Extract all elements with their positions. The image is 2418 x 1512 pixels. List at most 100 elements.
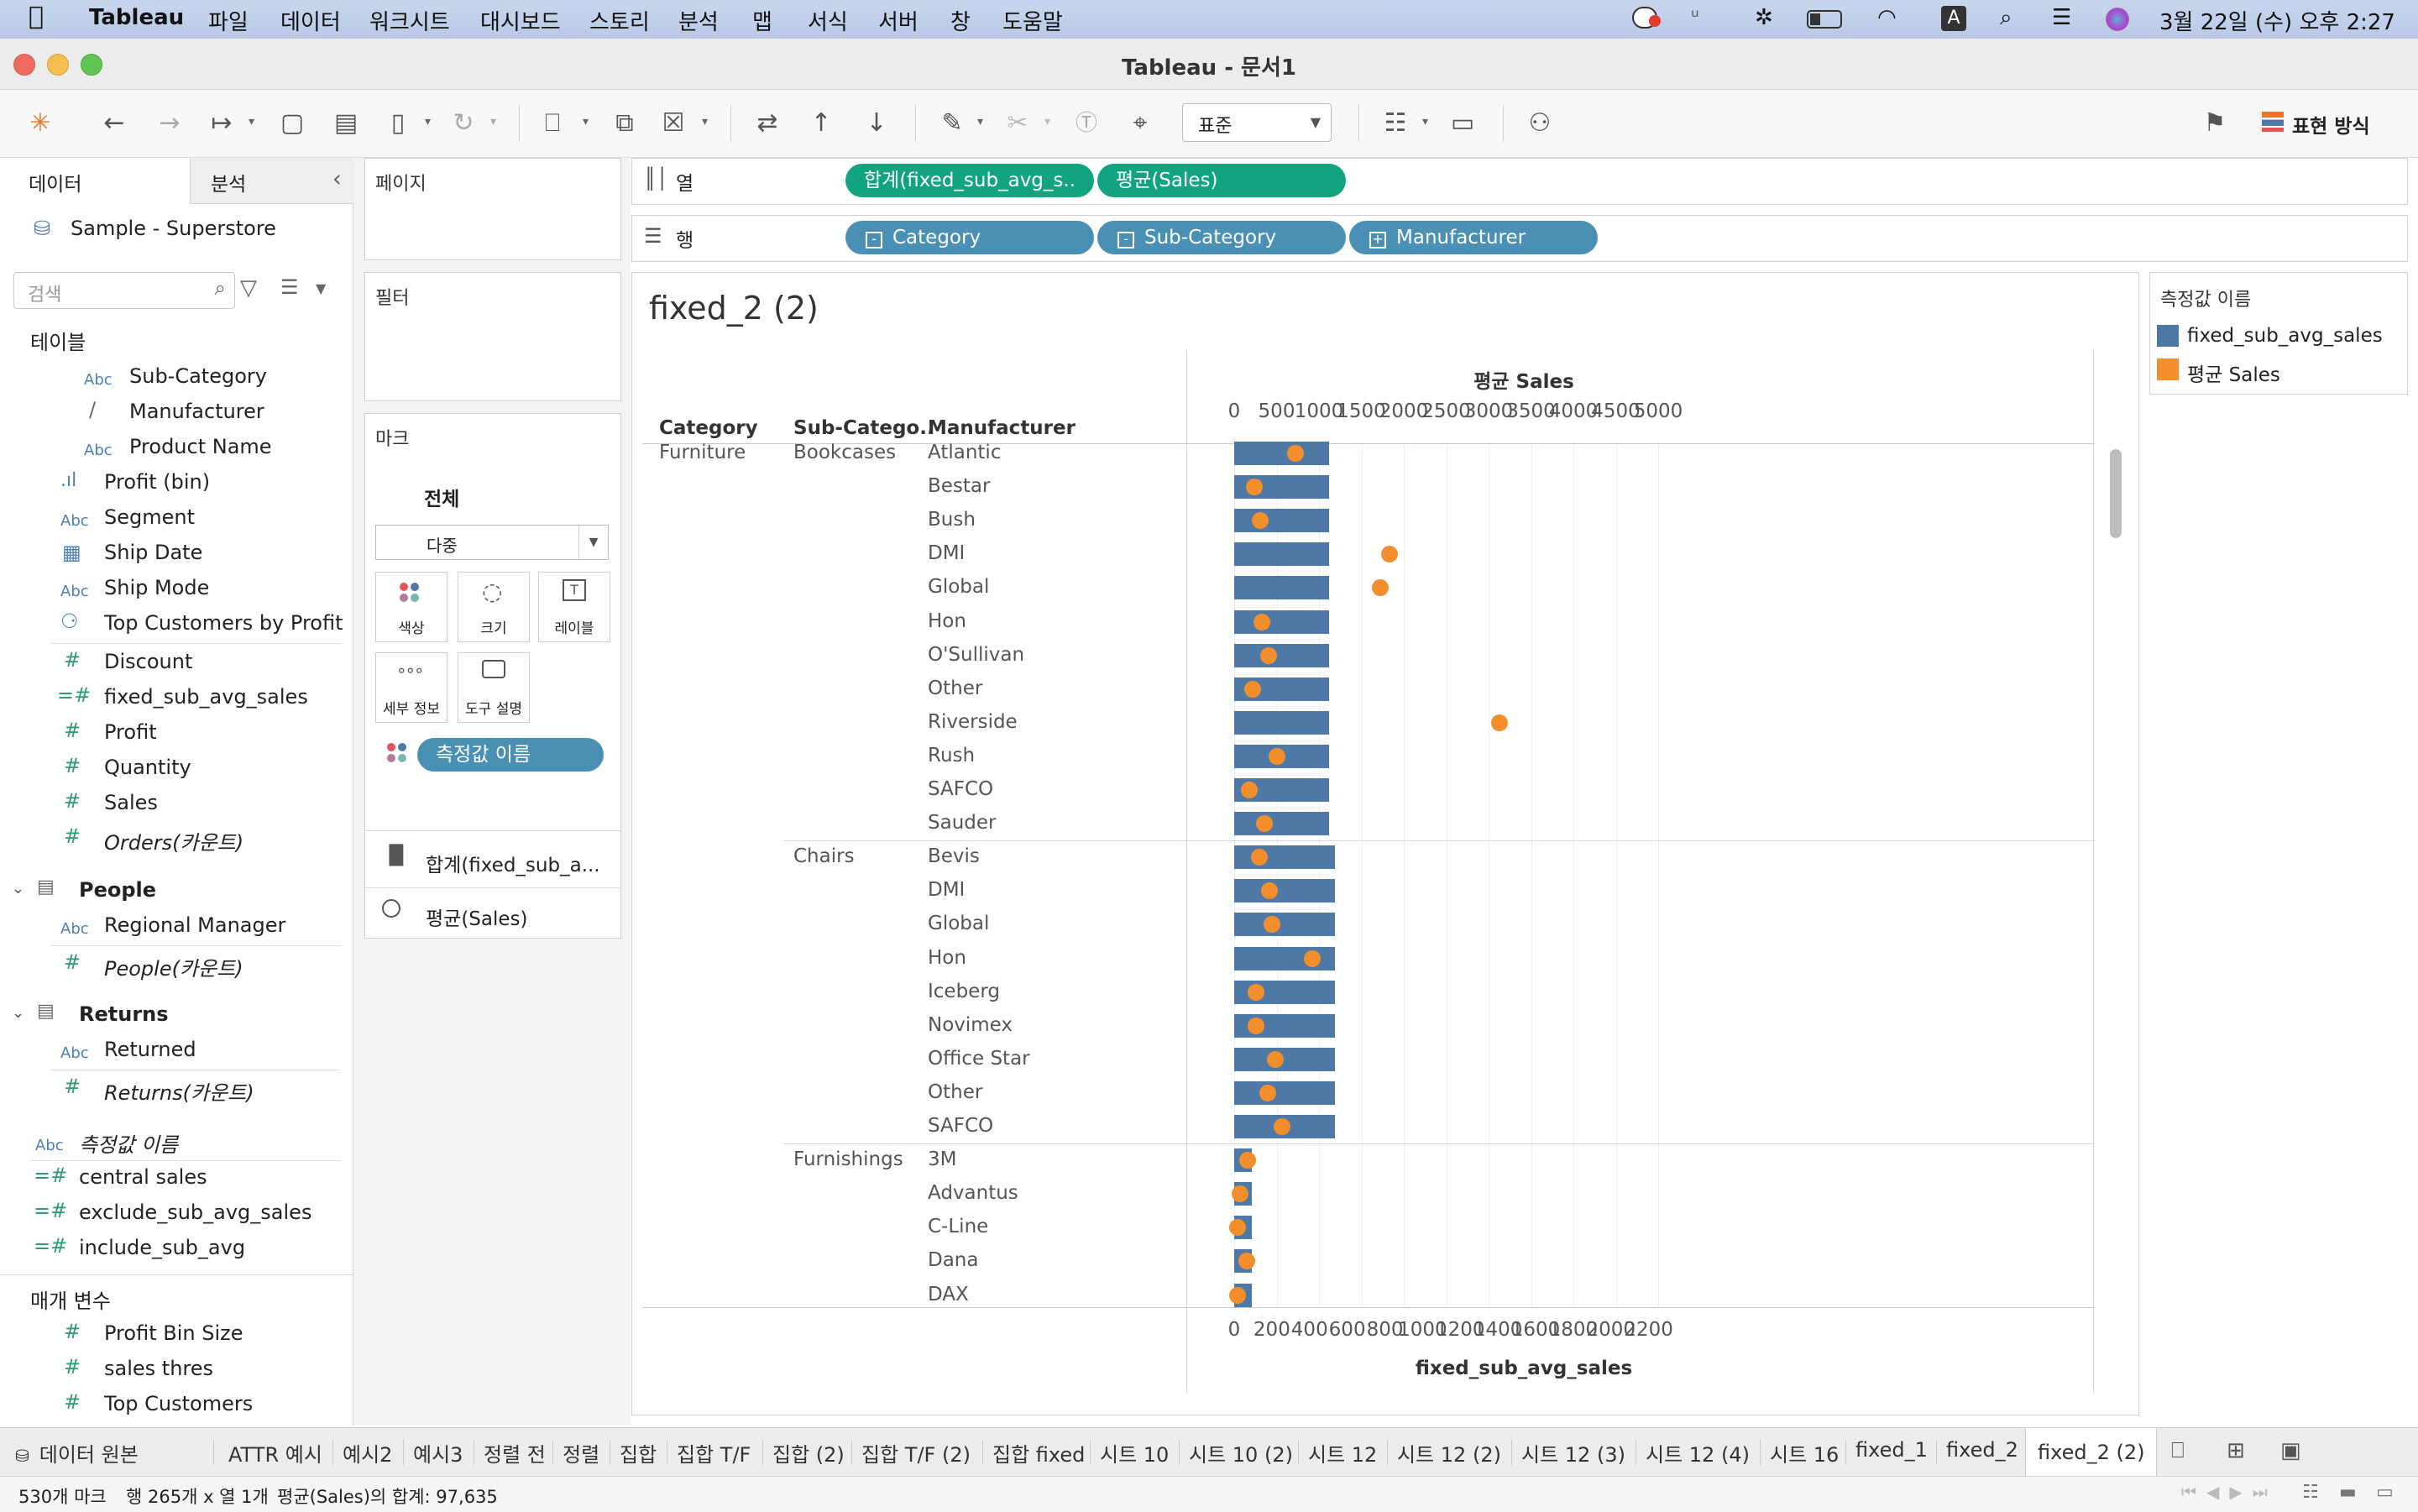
- presentation-mode-icon[interactable]: ▭: [1450, 108, 1475, 138]
- tab-view-icon[interactable]: ▭: [2376, 1482, 2394, 1503]
- sheet-tab[interactable]: 집합 fixed: [992, 1443, 1086, 1467]
- signpost-icon[interactable]: ⚑: [2203, 108, 2227, 138]
- input-source-icon[interactable]: A: [1941, 6, 1966, 31]
- refresh-dropdown-icon[interactable]: ▾: [490, 115, 497, 128]
- datasource-name[interactable]: Sample - Superstore: [71, 217, 276, 240]
- close-window-button[interactable]: [13, 54, 35, 76]
- battery-icon[interactable]: [1807, 10, 1842, 29]
- datasource-icon[interactable]: ▯: [390, 108, 406, 138]
- color-button[interactable]: 색상: [375, 572, 447, 642]
- save-icon[interactable]: ▢: [280, 108, 305, 138]
- sheet-tab[interactable]: 예시2: [343, 1443, 393, 1467]
- highlight-icon[interactable]: ✎: [941, 108, 963, 138]
- field-item[interactable]: Sub-Category: [129, 364, 267, 388]
- new-worksheet-dropdown-icon[interactable]: ▾: [583, 115, 589, 128]
- mute-icon[interactable]: ᵘ: [1691, 5, 1699, 29]
- show-cards-dropdown-icon[interactable]: ▾: [1422, 115, 1429, 128]
- chevron-down-icon[interactable]: ⌄: [12, 880, 25, 897]
- rows-pill-category[interactable]: - Category: [845, 221, 1094, 254]
- label-button[interactable]: T 레이블: [538, 572, 610, 642]
- vertical-scrollbar[interactable]: [2110, 449, 2122, 538]
- grid-view-icon[interactable]: ☷: [2302, 1482, 2319, 1503]
- duplicate-sheet-icon[interactable]: ⧉: [615, 108, 634, 138]
- columns-pill-sales[interactable]: 평균(Sales): [1097, 164, 1346, 197]
- sheet-tab[interactable]: 시트 16: [1770, 1443, 1840, 1467]
- new-dashboard-icon[interactable]: ⊞: [2227, 1438, 2245, 1463]
- size-button[interactable]: ◌ 크기: [458, 572, 530, 642]
- notification-icon[interactable]: [1632, 7, 1661, 29]
- collapse-pane-icon[interactable]: ‹: [332, 165, 342, 192]
- pages-shelf[interactable]: 페이지: [364, 158, 621, 260]
- menu-dashboard[interactable]: 대시보드: [480, 10, 561, 35]
- mark-type-select[interactable]: 다중 ▼: [375, 525, 609, 560]
- field-item[interactable]: Returned: [104, 1038, 196, 1061]
- parameter-item[interactable]: Profit Bin Size: [104, 1321, 243, 1345]
- parameter-item[interactable]: Top Customers: [104, 1392, 254, 1415]
- table-people[interactable]: People: [79, 878, 157, 902]
- menu-worksheet[interactable]: 워크시트: [369, 10, 450, 35]
- columns-pill-fixed[interactable]: 합계(fixed_sub_avg_s..: [845, 164, 1094, 197]
- show-me-button[interactable]: 표현 방식: [2258, 103, 2384, 140]
- mark-card-fixed[interactable]: 합계(fixed_sub_a...: [426, 855, 600, 876]
- field-item[interactable]: Ship Mode: [104, 576, 210, 599]
- table-returns[interactable]: Returns: [79, 1002, 169, 1026]
- sheet-tab-active[interactable]: fixed_2 (2): [2025, 1428, 2158, 1477]
- rows-pill-subcategory[interactable]: - Sub-Category: [1097, 221, 1346, 254]
- tooltip-button[interactable]: 도구 설명: [458, 652, 530, 723]
- search-field[interactable]: 검색 ⌕: [13, 272, 235, 309]
- chevron-down-icon[interactable]: ⌄: [12, 1004, 25, 1022]
- field-item[interactable]: Returns(카운트): [104, 1081, 254, 1105]
- field-item[interactable]: Discount: [104, 650, 193, 673]
- menu-analysis[interactable]: 분석: [678, 10, 719, 35]
- sheet-tab[interactable]: 시트 10: [1100, 1443, 1170, 1467]
- sheet-tab[interactable]: ATTR 예시: [228, 1443, 322, 1467]
- field-item[interactable]: Segment: [104, 505, 195, 529]
- wifi-icon[interactable]: ◠: [1877, 5, 1897, 30]
- sheet-tab[interactable]: 시트 12: [1308, 1443, 1378, 1467]
- field-item[interactable]: fixed_sub_avg_sales: [104, 685, 308, 709]
- tab-data[interactable]: 데이터: [0, 158, 190, 205]
- sheet-tab[interactable]: 정렬 전: [484, 1443, 546, 1467]
- field-item[interactable]: Regional Manager: [104, 913, 286, 937]
- swap-icon[interactable]: ↦: [211, 108, 233, 138]
- view-options-icon[interactable]: ☰: [280, 275, 299, 299]
- menu-file[interactable]: 파일: [208, 10, 249, 35]
- parameter-item[interactable]: sales thres: [104, 1357, 214, 1380]
- sort-descending-icon[interactable]: ↓: [866, 108, 887, 138]
- show-labels-icon[interactable]: Ⓣ: [1075, 111, 1097, 136]
- clear-dropdown-icon[interactable]: ▾: [702, 115, 709, 128]
- field-item[interactable]: Orders(카운트): [104, 831, 244, 855]
- share-icon[interactable]: ⚇: [1528, 108, 1552, 138]
- menu-data[interactable]: 데이터: [280, 10, 341, 35]
- menu-clock[interactable]: 3월 22일 (수) 오후 2:27: [2159, 10, 2395, 35]
- bluetooth-icon[interactable]: ✲: [1755, 5, 1773, 30]
- sheet-tab[interactable]: 집합: [620, 1443, 657, 1467]
- rows-pill-manufacturer[interactable]: + Manufacturer: [1349, 221, 1598, 254]
- highlight-dropdown-icon[interactable]: ▾: [977, 115, 984, 128]
- field-item[interactable]: Manufacturer: [129, 400, 264, 423]
- new-worksheet-icon[interactable]: ⎕: [545, 108, 560, 138]
- sheet-tab[interactable]: 정렬: [563, 1443, 600, 1467]
- new-worksheet-icon[interactable]: ⎕: [2171, 1438, 2185, 1463]
- field-item[interactable]: Ship Date: [104, 541, 203, 564]
- group-members-icon[interactable]: ✂: [1007, 108, 1028, 138]
- filter-icon[interactable]: ▽: [240, 275, 257, 301]
- new-datasource-icon[interactable]: ▤: [333, 108, 359, 138]
- sheet-tab[interactable]: 시트 10 (2): [1189, 1443, 1293, 1467]
- field-item[interactable]: People(카운트): [104, 957, 243, 981]
- sheet-tab[interactable]: 시트 12 (2): [1397, 1443, 1501, 1467]
- filters-shelf[interactable]: 필터: [364, 272, 621, 401]
- sheet-tab[interactable]: 시트 12 (4): [1646, 1443, 1750, 1467]
- tab-analysis[interactable]: 분석 ‹: [190, 158, 353, 204]
- menu-map[interactable]: 맵: [752, 10, 772, 35]
- view-options-dropdown-icon[interactable]: ▼: [316, 280, 327, 296]
- field-item[interactable]: Sales: [104, 791, 158, 814]
- field-item[interactable]: Top Customers by Profit: [104, 611, 343, 635]
- fit-select[interactable]: 표준 ▼: [1182, 103, 1332, 142]
- pin-axis-icon[interactable]: ⌖: [1133, 108, 1148, 138]
- tableau-logo-icon[interactable]: ✳: [29, 108, 51, 138]
- menu-window[interactable]: 창: [950, 10, 971, 35]
- field-item[interactable]: Profit: [104, 720, 157, 744]
- new-story-icon[interactable]: ▣: [2280, 1438, 2301, 1463]
- spotlight-search-icon[interactable]: ⌕: [2000, 5, 2012, 30]
